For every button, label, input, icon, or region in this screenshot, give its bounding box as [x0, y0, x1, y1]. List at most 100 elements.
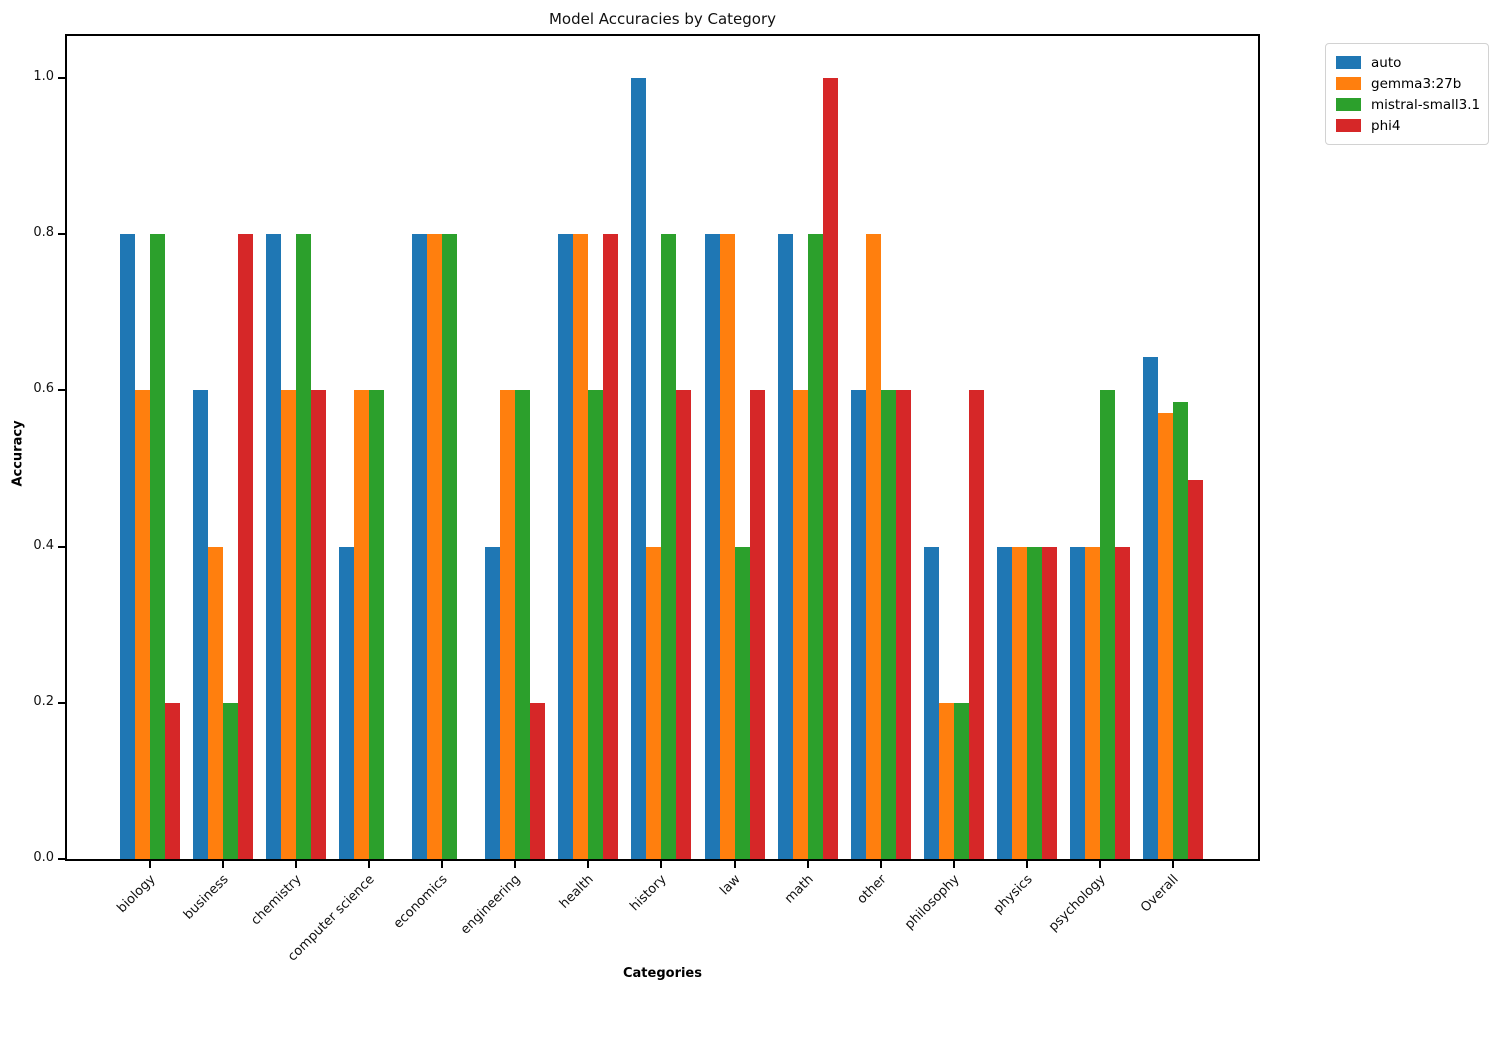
- y-tick-mark: [58, 701, 65, 704]
- bar-mistral-small3-1-economics: [442, 234, 458, 859]
- bar-phi4-philosophy: [968, 390, 984, 859]
- bar-phi4-psychology: [1114, 547, 1130, 859]
- bar-auto-law: [704, 234, 720, 859]
- bar-phi4-other: [895, 390, 911, 859]
- legend-label-mistral-small3-1: mistral-small3.1: [1371, 96, 1481, 113]
- bar-mistral-small3-1-health: [588, 390, 604, 859]
- bar-phi4-biology: [165, 703, 180, 859]
- x-tick-label-economics: economics: [391, 872, 451, 932]
- legend-item-phi4: phi4: [1336, 115, 1478, 136]
- x-tick-mark: [952, 861, 955, 868]
- legend: auto gemma3:27b mistral-small3.1 phi4: [1325, 43, 1489, 145]
- x-tick-label-chemistry: chemistry: [248, 872, 305, 929]
- bar-phi4-chemistry: [311, 390, 327, 859]
- bar-auto-psychology: [1069, 547, 1085, 859]
- bar-mistral-small3-1-engineering: [515, 390, 531, 859]
- bar-gemma3-27b-health: [573, 234, 589, 859]
- x-tick-mark: [149, 861, 151, 868]
- bar-mistral-small3-1-philosophy: [953, 703, 969, 859]
- bar-gemma3-27b-biology: [135, 390, 150, 859]
- bar-gemma3-27b-philosophy: [938, 703, 954, 859]
- bar-mistral-small3-1-computer-science: [369, 390, 385, 859]
- chart-title: Model Accuracies by Category: [548, 10, 777, 28]
- bar-auto-philosophy: [923, 547, 939, 859]
- x-tick-mark: [295, 861, 298, 868]
- y-tick-mark: [58, 389, 65, 392]
- bar-auto-other: [850, 390, 866, 859]
- bar-auto-computer-science: [339, 547, 355, 859]
- y-tick-label-0.4: 0.4: [33, 537, 54, 553]
- plot-area: [65, 34, 1260, 861]
- x-tick-label-law: law: [716, 872, 744, 899]
- x-tick-label-history: history: [627, 872, 671, 915]
- bar-phi4-engineering: [530, 703, 546, 859]
- bar-gemma3-27b-law: [719, 234, 735, 859]
- bar-phi4-law: [749, 390, 765, 859]
- legend-item-mistral-small3-1: mistral-small3.1: [1336, 94, 1481, 115]
- bar-mistral-small3-1-psychology: [1099, 390, 1115, 859]
- bar-phi4-health: [603, 234, 619, 859]
- x-tick-mark: [1098, 861, 1101, 868]
- bar-mistral-small3-1-history: [661, 234, 677, 859]
- bar-gemma3-27b-history: [646, 547, 662, 859]
- legend-item-gemma3-27b: gemma3:27b: [1336, 73, 1478, 94]
- x-tick-mark: [368, 861, 371, 868]
- x-tick-label-health: health: [557, 872, 598, 912]
- bar-gemma3-27b-engineering: [500, 390, 516, 859]
- bar-gemma3-27b-math: [792, 390, 808, 859]
- bar-gemma3-27b-physics: [1011, 547, 1027, 859]
- bar-mistral-small3-1-business: [223, 703, 239, 859]
- bar-auto-chemistry: [266, 234, 282, 859]
- x-tick-mark: [879, 861, 882, 868]
- bar-auto-economics: [412, 234, 428, 859]
- bar-auto-math: [777, 234, 793, 859]
- bar-gemma3-27b-economics: [427, 234, 443, 859]
- bar-mistral-small3-1-chemistry: [296, 234, 312, 859]
- bar-gemma3-27b-other: [865, 234, 881, 859]
- bar-auto-biology: [120, 234, 135, 859]
- bar-mistral-small3-1-physics: [1026, 547, 1042, 859]
- y-tick-mark: [58, 77, 65, 80]
- x-tick-mark: [441, 861, 444, 868]
- bar-phi4-business: [238, 234, 254, 859]
- bar-auto-overall: [1142, 357, 1158, 859]
- x-tick-mark: [587, 861, 590, 868]
- bar-auto-physics: [996, 547, 1012, 859]
- bar-gemma3-27b-psychology: [1084, 547, 1100, 859]
- y-tick-label-0.0: 0.0: [33, 850, 54, 865]
- bar-phi4-math: [822, 78, 838, 859]
- x-tick-mark: [222, 861, 225, 868]
- bar-mistral-small3-1-math: [807, 234, 823, 859]
- legend-swatch-gemma3-27b: [1336, 77, 1361, 90]
- x-axis-label: Categories: [622, 966, 702, 981]
- bar-gemma3-27b-chemistry: [281, 390, 297, 859]
- y-tick-mark: [58, 858, 65, 860]
- bar-mistral-small3-1-law: [734, 547, 750, 859]
- legend-label-auto: auto: [1371, 54, 1402, 71]
- bar-auto-engineering: [485, 547, 501, 859]
- y-tick-label-0.6: 0.6: [33, 381, 54, 397]
- legend-swatch-mistral-small3-1: [1336, 98, 1361, 111]
- bar-gemma3-27b-overall: [1157, 413, 1173, 859]
- x-tick-label-business: business: [180, 872, 232, 923]
- legend-swatch-auto: [1336, 56, 1361, 69]
- x-tick-mark: [1025, 861, 1028, 868]
- y-tick-label-0.8: 0.8: [33, 225, 54, 241]
- bar-gemma3-27b-computer-science: [354, 390, 370, 859]
- x-tick-label-philosophy: philosophy: [901, 872, 963, 933]
- x-tick-label-psychology: psychology: [1045, 872, 1109, 935]
- bar-phi4-overall: [1187, 480, 1203, 859]
- x-tick-mark: [733, 861, 736, 868]
- x-tick-mark: [806, 861, 809, 868]
- bar-auto-history: [631, 78, 647, 859]
- legend-label-gemma3-27b: gemma3:27b: [1371, 75, 1462, 92]
- y-tick-label-1.0: 1.0: [33, 69, 54, 85]
- bar-phi4-history: [676, 390, 692, 859]
- x-tick-label-physics: physics: [990, 872, 1036, 917]
- bar-phi4-physics: [1041, 547, 1057, 859]
- y-tick-mark: [58, 233, 65, 236]
- bar-auto-health: [558, 234, 574, 859]
- bar-mistral-small3-1-overall: [1172, 402, 1188, 859]
- bar-auto-business: [193, 390, 209, 859]
- y-tick-label-0.2: 0.2: [33, 693, 54, 709]
